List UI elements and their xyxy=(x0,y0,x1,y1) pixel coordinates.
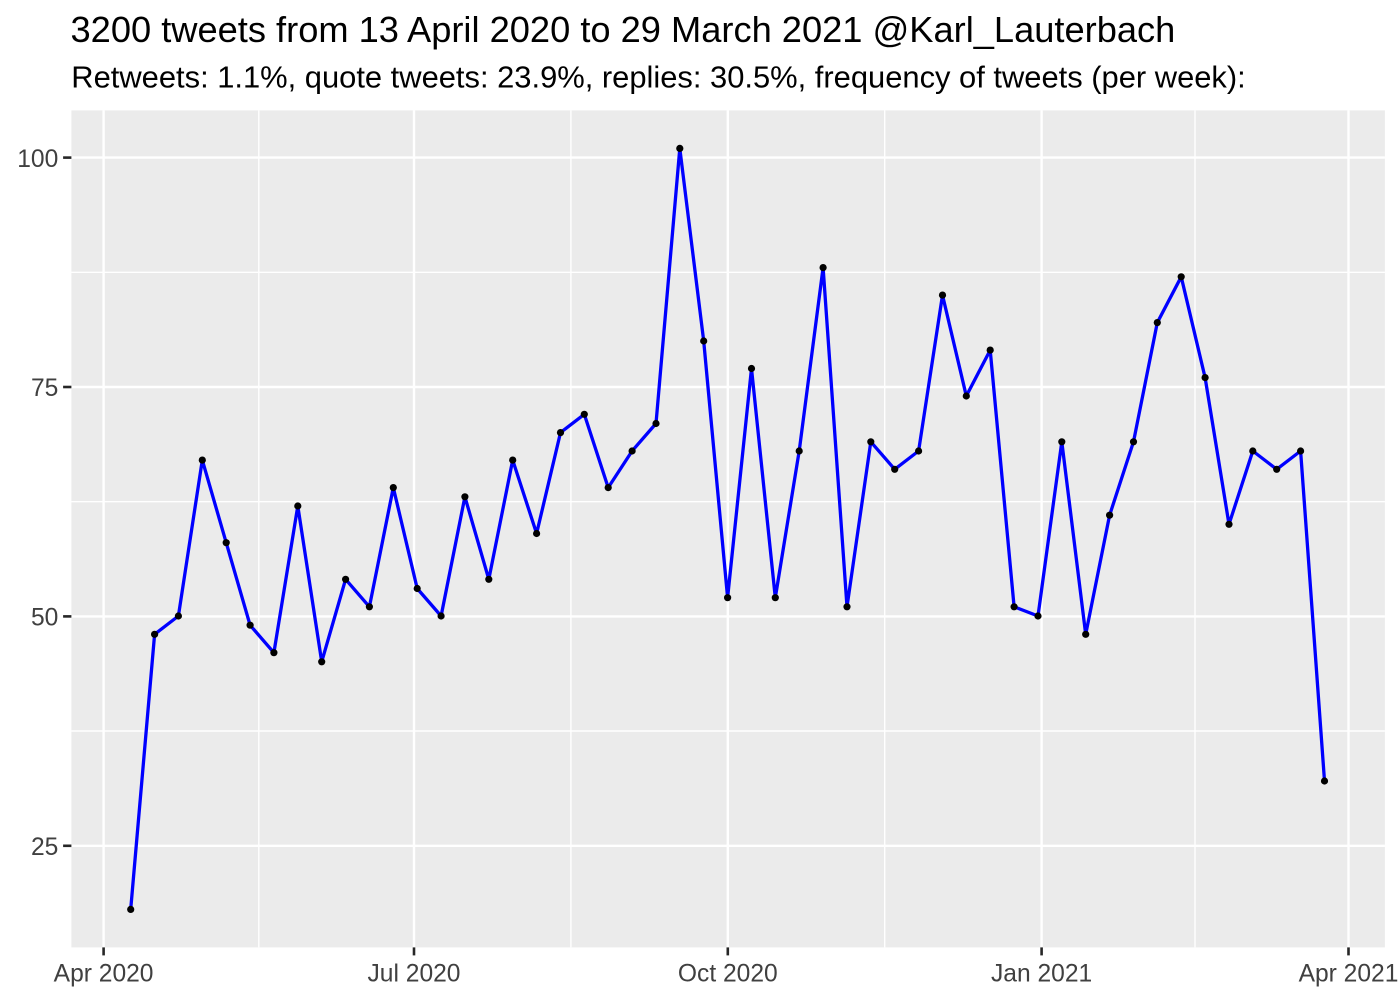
svg-text:3200 tweets from 13 April 2020: 3200 tweets from 13 April 2020 to 29 Mar… xyxy=(71,9,1176,50)
svg-text:50: 50 xyxy=(31,605,58,632)
svg-text:100: 100 xyxy=(17,146,58,173)
svg-text:Jul 2020: Jul 2020 xyxy=(368,960,461,987)
svg-text:Jan 2021: Jan 2021 xyxy=(991,960,1092,987)
svg-text:25: 25 xyxy=(31,834,58,861)
svg-text:Apr 2020: Apr 2020 xyxy=(54,960,154,987)
svg-text:Oct 2020: Oct 2020 xyxy=(678,960,778,987)
svg-text:75: 75 xyxy=(31,375,58,402)
svg-text:Retweets: 1.1%, quote tweets:: Retweets: 1.1%, quote tweets: 23.9%, rep… xyxy=(71,60,1245,95)
svg-text:Apr 2021: Apr 2021 xyxy=(1299,960,1399,987)
